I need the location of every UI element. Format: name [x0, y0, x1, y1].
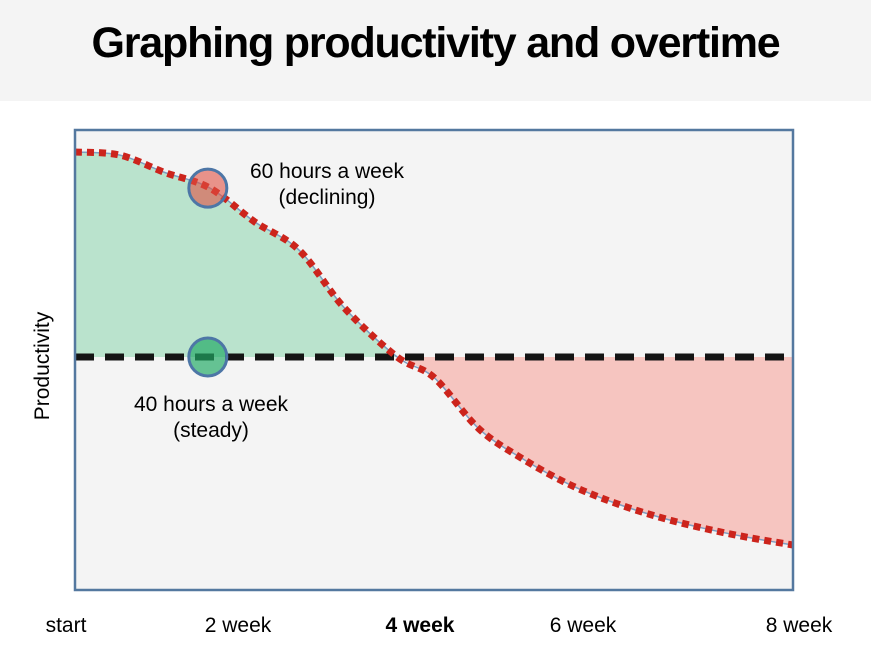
x-tick-4-week: 4 week — [385, 614, 455, 637]
declining-marker — [187, 167, 229, 209]
annotation-declining-line1: 60 hours a week — [249, 160, 405, 183]
plot-border — [73, 128, 795, 592]
annotation-steady-line2: (steady) — [173, 419, 249, 442]
y-axis-label: Productivity — [31, 311, 54, 421]
annotation-steady: 40 hours a week (steady) — [134, 392, 288, 444]
x-tick-2-week: 2 week — [204, 614, 272, 637]
annotation-declining: 60 hours a week (declining) — [250, 159, 404, 211]
deficit-area-pink — [397, 357, 793, 545]
page-title: Graphing productivity and overtime — [91, 19, 781, 67]
x-axis-ticks: start 2 week 4 week 6 week 8 week — [0, 612, 871, 642]
annotation-steady-line1: 40 hours a week — [133, 393, 289, 416]
title-band: Graphing productivity and overtime — [0, 0, 871, 101]
x-tick-8-week: 8 week — [765, 614, 833, 637]
x-tick-start: start — [45, 614, 87, 637]
declining-curve — [74, 148, 794, 549]
steady-marker — [187, 336, 229, 378]
surplus-area-green — [75, 152, 398, 357]
x-tick-6-week: 6 week — [549, 614, 617, 637]
annotation-declining-line2: (declining) — [278, 186, 376, 209]
